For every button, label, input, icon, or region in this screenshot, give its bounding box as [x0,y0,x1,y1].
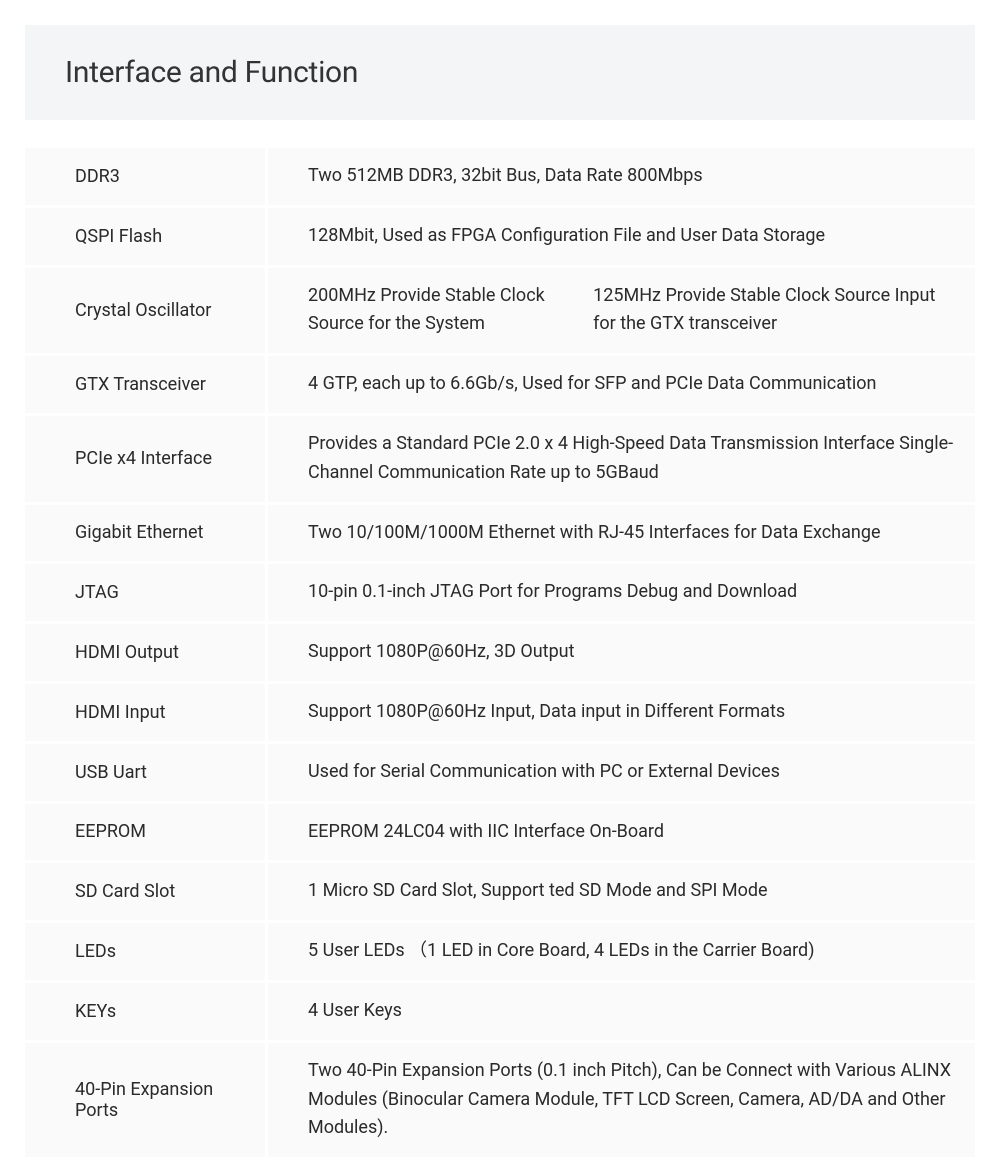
spec-value: 4 User Keys [268,983,975,1040]
table-row: LEDs 5 User LEDs （1 LED in Core Board, 4… [25,923,975,983]
spec-label: DDR3 [25,148,265,205]
table-row: GTX Transceiver 4 GTP, each up to 6.6Gb/… [25,356,975,416]
spec-value: Support 1080P@60Hz, 3D Output [268,624,975,681]
spec-label: Crystal Oscillator [25,268,265,354]
spec-label: KEYs [25,983,265,1040]
spec-label: 40-Pin Expansion Ports [25,1043,265,1157]
table-row: HDMI Input Support 1080P@60Hz Input, Dat… [25,684,975,744]
spec-value: EEPROM 24LC04 with IIC Interface On-Boar… [268,804,975,861]
spec-label: QSPI Flash [25,208,265,265]
table-row: PCIe x4 Interface Provides a Standard PC… [25,416,975,505]
spec-label: JTAG [25,564,265,621]
spec-label: PCIe x4 Interface [25,416,265,502]
header-section: Interface and Function [25,25,975,120]
table-row: Gigabit Ethernet Two 10/100M/1000M Ether… [25,505,975,565]
spec-label: SD Card Slot [25,863,265,920]
spec-value: 5 User LEDs （1 LED in Core Board, 4 LEDs… [268,923,975,980]
table-row: USB Uart Used for Serial Communication w… [25,744,975,804]
spec-value: Two 40-Pin Expansion Ports (0.1 inch Pit… [268,1043,975,1157]
spec-value: 4 GTP, each up to 6.6Gb/s, Used for SFP … [268,356,975,413]
spec-value: 200MHz Provide Stable Clock Source for t… [268,268,975,354]
spec-value: 1 Micro SD Card Slot, Support ted SD Mod… [268,863,975,920]
table-row: 40-Pin Expansion Ports Two 40-Pin Expans… [25,1043,975,1160]
table-row: Crystal Oscillator 200MHz Provide Stable… [25,268,975,357]
spec-value: Two 10/100M/1000M Ethernet with RJ-45 In… [268,505,975,562]
spec-value: 10-pin 0.1-inch JTAG Port for Programs D… [268,564,975,621]
spec-label: HDMI Output [25,624,265,681]
table-row: KEYs 4 User Keys [25,983,975,1043]
spec-value: Used for Serial Communication with PC or… [268,744,975,801]
table-row: EEPROM EEPROM 24LC04 with IIC Interface … [25,804,975,864]
page-title: Interface and Function [65,55,935,90]
spec-value: 128Mbit, Used as FPGA Configuration File… [268,208,975,265]
spec-label: EEPROM [25,804,265,861]
spec-value: Provides a Standard PCIe 2.0 x 4 High-Sp… [268,416,975,502]
spec-label: LEDs [25,923,265,980]
spec-label: HDMI Input [25,684,265,741]
spec-label: Gigabit Ethernet [25,505,265,562]
spec-value: Support 1080P@60Hz Input, Data input in … [268,684,975,741]
spec-value: Two 512MB DDR3, 32bit Bus, Data Rate 800… [268,148,975,205]
table-row: JTAG 10-pin 0.1-inch JTAG Port for Progr… [25,564,975,624]
spec-table: DDR3 Two 512MB DDR3, 32bit Bus, Data Rat… [25,148,975,1160]
table-row: DDR3 Two 512MB DDR3, 32bit Bus, Data Rat… [25,148,975,208]
spec-label: USB Uart [25,744,265,801]
table-row: HDMI Output Support 1080P@60Hz, 3D Outpu… [25,624,975,684]
table-row: SD Card Slot 1 Micro SD Card Slot, Suppo… [25,863,975,923]
spec-label: GTX Transceiver [25,356,265,413]
table-row: QSPI Flash 128Mbit, Used as FPGA Configu… [25,208,975,268]
